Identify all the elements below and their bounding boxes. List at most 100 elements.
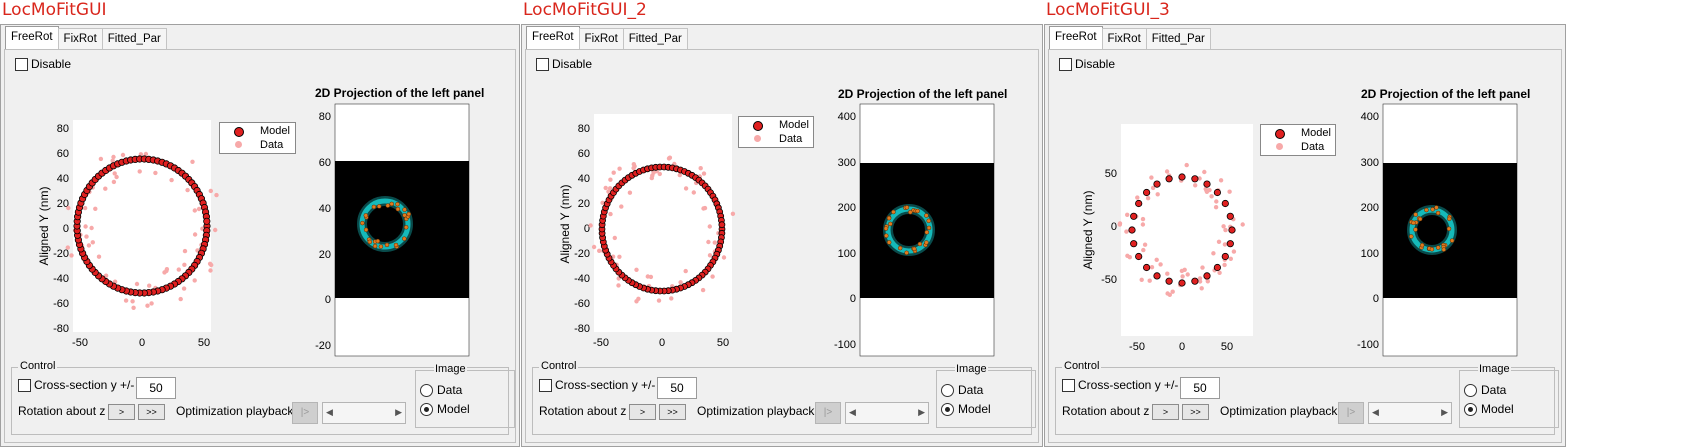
checkbox-box[interactable]: [18, 379, 31, 393]
tab-fitted-par[interactable]: Fitted_Par: [1145, 28, 1211, 51]
slider-right-arrow-icon[interactable]: ▶: [395, 407, 402, 417]
localization-point: [1441, 247, 1447, 252]
slider-right-arrow-icon[interactable]: ▶: [1441, 407, 1448, 417]
data-point: [114, 174, 119, 180]
tab-panel: Disable Aligned Y (nm) 80 60 40 20 0 -20…: [4, 49, 516, 443]
tab-fitted-par[interactable]: Fitted_Par: [622, 28, 688, 51]
ytick: 100: [1361, 248, 1379, 260]
slider-left-arrow-icon[interactable]: ◀: [1372, 407, 1379, 417]
projection-plot[interactable]: 400 300 200 100 0 -100: [1349, 102, 1521, 360]
scatter-plot-3d[interactable]: Aligned Y (nm) 50 0 -50 -50 0 50: [1077, 124, 1267, 360]
checkbox-box[interactable]: [536, 58, 549, 72]
checkbox-box[interactable]: [1059, 58, 1072, 72]
radio-circle[interactable]: [420, 384, 433, 398]
data-point: [120, 152, 126, 158]
cross-section-checkbox[interactable]: Cross-section y +/-: [539, 378, 655, 393]
data-point: [196, 206, 202, 212]
radio-circle-selected[interactable]: [941, 403, 954, 417]
play-button[interactable]: |>: [292, 402, 318, 424]
disable-checkbox[interactable]: Disable: [536, 57, 592, 72]
rotate-step-button[interactable]: >: [629, 404, 656, 420]
tab-fitted-par[interactable]: Fitted_Par: [101, 28, 167, 51]
slider-right-arrow-icon[interactable]: ▶: [918, 407, 925, 417]
localization-point: [360, 220, 365, 226]
rotate-step-button[interactable]: >: [1152, 404, 1179, 420]
data-point: [90, 240, 95, 245]
tab-freerot[interactable]: FreeRot: [526, 26, 580, 51]
scatter-plot-3d[interactable]: Aligned Y (nm) 80 60 40 20 0 -20 -40 -60…: [33, 120, 223, 360]
rotate-fast-button[interactable]: >>: [659, 404, 686, 420]
playback-slider[interactable]: ◀ ▶: [322, 402, 406, 424]
data-point: [1205, 279, 1210, 284]
play-button[interactable]: |>: [1338, 402, 1364, 424]
radio-model[interactable]: Model: [420, 402, 470, 417]
data-point: [1140, 216, 1146, 222]
rotate-fast-button[interactable]: >>: [1182, 404, 1209, 420]
rotation-label: Rotation about z: [1062, 404, 1150, 418]
cross-section-input[interactable]: 50: [136, 377, 176, 399]
cross-section-input[interactable]: 50: [1180, 377, 1220, 399]
model-point: [1128, 226, 1136, 234]
radio-model[interactable]: Model: [1464, 402, 1514, 417]
image-radio-group: Image Data Model: [1459, 363, 1559, 428]
model-point: [203, 217, 211, 225]
data-point: [1197, 279, 1203, 284]
checkbox-box[interactable]: [1062, 379, 1075, 393]
model-point: [1178, 173, 1186, 181]
projection-plot[interactable]: 80 60 40 20 0 -20: [305, 102, 475, 360]
rotate-step-button[interactable]: >: [108, 404, 135, 420]
data-point: [612, 235, 617, 241]
data-point: [677, 172, 682, 178]
radio-circle[interactable]: [1464, 384, 1477, 398]
projection-title: 2D Projection of the left panel: [1361, 87, 1531, 101]
tab-freerot[interactable]: FreeRot: [5, 26, 59, 51]
play-button[interactable]: |>: [815, 402, 841, 424]
radio-model[interactable]: Model: [941, 402, 991, 417]
data-point: [1155, 192, 1160, 197]
slider-left-arrow-icon[interactable]: ◀: [849, 407, 856, 417]
cross-section-checkbox[interactable]: Cross-section y +/-: [1062, 378, 1178, 393]
data-point: [1217, 270, 1222, 275]
radio-data[interactable]: Data: [1464, 383, 1506, 398]
radio-circle[interactable]: [941, 384, 954, 398]
data-point: [192, 208, 197, 213]
scatter-plot-3d[interactable]: Aligned Y (nm) 80 60 40 20 0 -20 -40 -60…: [554, 114, 744, 360]
data-point: [1211, 251, 1216, 256]
ytick: 0: [325, 294, 331, 306]
radio-data[interactable]: Data: [420, 383, 462, 398]
data-point: [1231, 249, 1237, 254]
data-point: [1158, 262, 1163, 267]
radio-circle-selected[interactable]: [420, 403, 433, 417]
tab-freerot[interactable]: FreeRot: [1049, 26, 1103, 51]
slider-left-arrow-icon[interactable]: ◀: [326, 407, 333, 417]
model-marker-icon: [1275, 129, 1285, 139]
checkbox-box[interactable]: [15, 58, 28, 72]
cross-section-checkbox[interactable]: Cross-section y +/-: [18, 378, 134, 393]
playback-slider[interactable]: ◀ ▶: [845, 402, 929, 424]
data-point: [1197, 176, 1202, 181]
radio-data[interactable]: Data: [941, 383, 983, 398]
disable-checkbox[interactable]: Disable: [1059, 57, 1115, 72]
y-axis-label: Aligned Y (nm): [37, 187, 51, 266]
projection-plot[interactable]: 400 300 200 100 0 -100: [826, 102, 998, 360]
localization-point: [372, 243, 378, 249]
data-point: [1150, 185, 1156, 191]
rotate-fast-button[interactable]: >>: [138, 404, 165, 420]
playback-slider[interactable]: ◀ ▶: [1368, 402, 1452, 424]
model-point: [1153, 180, 1161, 188]
data-point: [1141, 247, 1146, 253]
tab-fixrot[interactable]: FixRot: [1101, 28, 1147, 51]
rotation-label: Rotation about z: [539, 404, 627, 418]
tab-fixrot[interactable]: FixRot: [578, 28, 624, 51]
checkbox-box[interactable]: [539, 379, 552, 393]
data-point: [89, 225, 94, 231]
radio-circle-selected[interactable]: [1464, 403, 1477, 417]
model-point: [1221, 252, 1229, 261]
cross-section-input[interactable]: 50: [657, 377, 697, 399]
tab-panel: Disable Aligned Y (nm) 50 0 -50 -50 0 50: [1048, 49, 1562, 443]
disable-checkbox[interactable]: Disable: [15, 57, 71, 72]
control-panel: Control Cross-section y +/- 50 Rotation …: [1055, 360, 1559, 435]
image-group-label: Image: [434, 363, 467, 375]
projection-image: [335, 161, 469, 298]
tab-fixrot[interactable]: FixRot: [57, 28, 103, 51]
